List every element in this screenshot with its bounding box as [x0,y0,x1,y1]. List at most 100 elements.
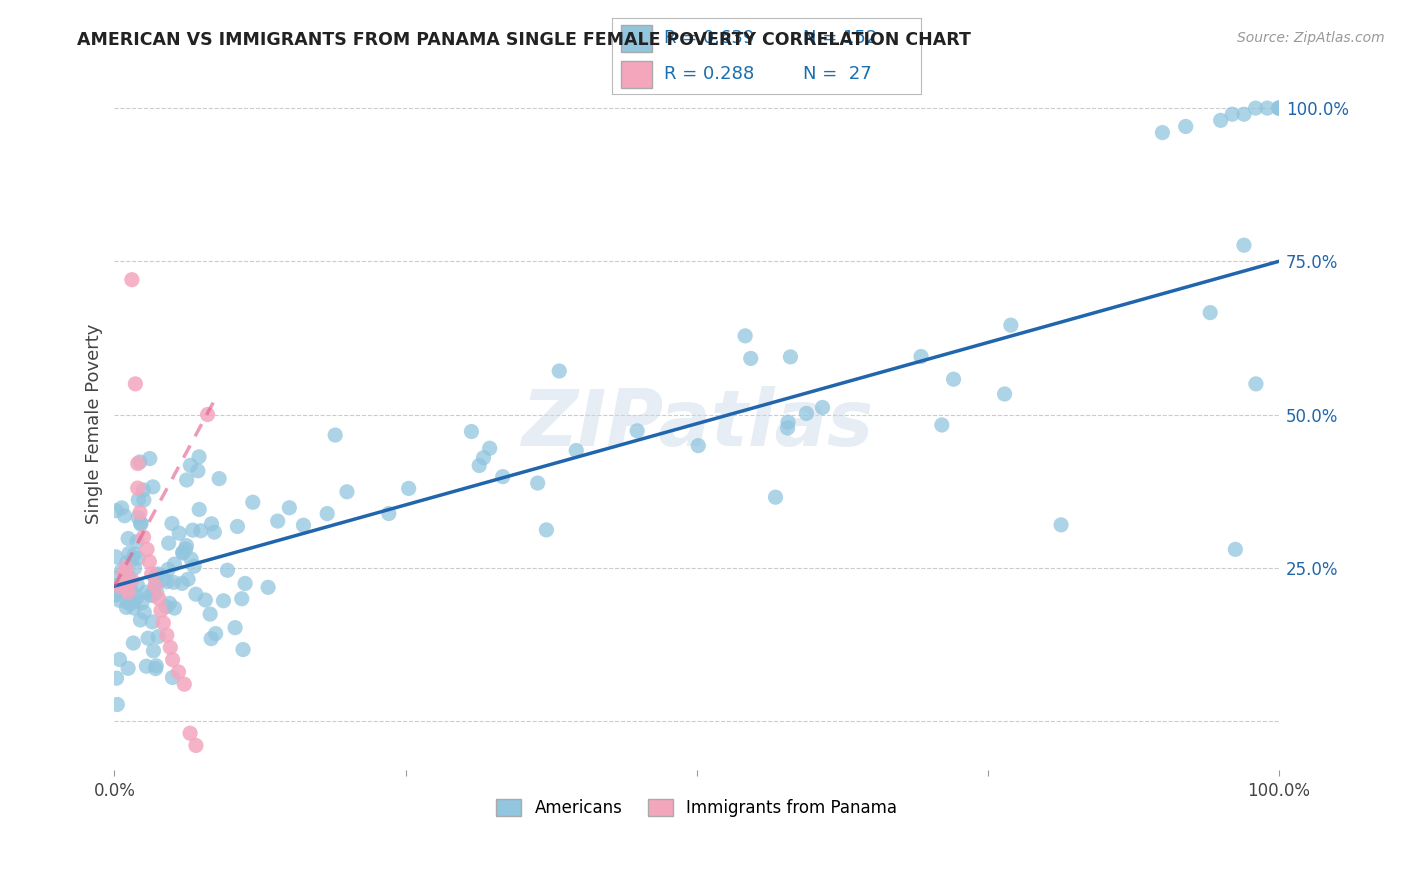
Point [460,425,482,439]
Point [138,555,160,569]
Point [740,351,762,366]
Point [163,601,186,615]
Point [129,613,152,627]
Point [231,591,253,606]
Point [143,579,166,593]
Point [162,653,184,667]
Point [1244,376,1267,391]
Point [145,585,167,599]
Point [112,566,135,581]
Point [114,508,136,523]
Point [1233,107,1256,121]
Point [1256,101,1278,115]
Point [472,450,495,465]
Point [134,605,156,619]
Point [159,596,181,610]
Point [1220,107,1243,121]
Point [122,601,145,615]
Point [179,726,201,740]
Point [105,698,128,712]
Point [136,542,159,557]
Point [172,546,194,560]
Point [177,572,200,586]
Point [121,585,143,599]
Point [148,630,170,644]
Point [796,406,818,420]
Point [145,662,167,676]
Point [115,556,138,570]
Point [129,517,152,532]
Point [734,329,756,343]
Point [1000,318,1022,333]
Point [117,585,139,599]
Point [145,658,167,673]
Point [139,451,162,466]
Point [111,563,134,577]
Point [994,387,1017,401]
Point [172,576,194,591]
Point [316,507,339,521]
Point [108,652,131,666]
Point [142,480,165,494]
Point [150,604,173,618]
Point [931,417,953,432]
Point [118,546,141,560]
Point [146,566,169,581]
Point [226,519,249,533]
Point [468,458,491,473]
Point [111,500,134,515]
Point [117,596,139,610]
Point [266,514,288,528]
Point [157,536,180,550]
Point [127,590,149,604]
Point [129,516,152,530]
Point [115,560,138,574]
Text: N =  27: N = 27 [803,64,872,83]
Point [278,500,301,515]
Point [115,579,138,593]
Point [180,552,202,566]
Point [942,372,965,386]
Point [1174,120,1197,134]
Point [194,593,217,607]
Point [162,671,184,685]
Point [132,483,155,497]
Point [156,574,179,589]
Point [323,428,346,442]
Point [1152,126,1174,140]
Point [204,626,226,640]
Point [188,502,211,516]
Point [1268,101,1291,115]
Point [167,526,190,541]
Point [1199,305,1222,319]
Point [159,640,181,655]
Point [110,579,132,593]
Point [173,677,195,691]
Point [145,573,167,587]
Point [145,577,167,591]
Point [115,600,138,615]
Text: ZIPatlas: ZIPatlas [520,385,873,462]
Point [141,566,163,581]
Point [176,539,198,553]
Point [127,481,149,495]
Point [910,350,932,364]
Point [242,495,264,509]
Point [124,561,146,575]
Point [1209,113,1232,128]
Point [142,588,165,602]
Point [179,458,201,473]
Point [536,523,558,537]
Point [157,562,180,576]
Point [688,439,710,453]
Point [134,585,156,599]
FancyBboxPatch shape [621,61,652,87]
Point [107,578,129,592]
Point [200,632,222,646]
Point [776,421,799,435]
Text: R = 0.288: R = 0.288 [664,64,755,83]
Point [118,578,141,592]
Point [202,525,225,540]
Point [378,507,401,521]
Point [1244,101,1267,115]
